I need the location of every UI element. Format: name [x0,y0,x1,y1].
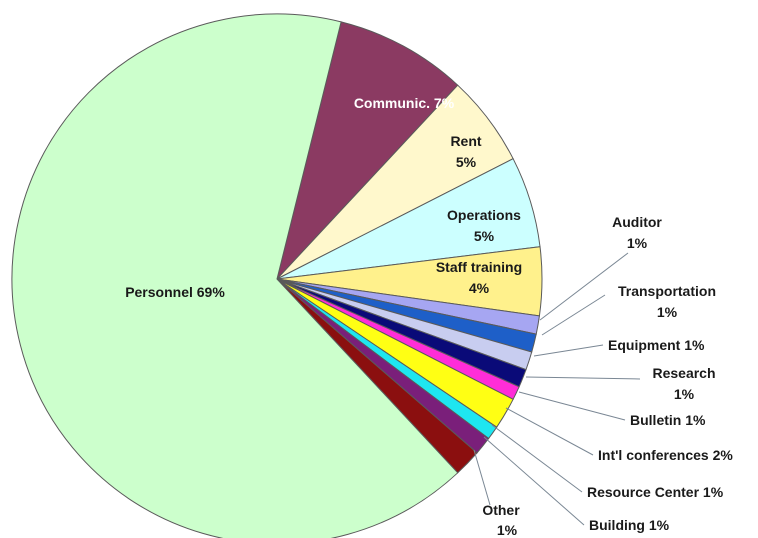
leader-line-building [483,436,585,526]
slice-label-transportation-line1: Transportation [618,283,716,299]
leader-line-resource-center [491,424,583,493]
slice-label-bulletin: Bulletin 1% [630,412,706,428]
slice-label-building: Building 1% [589,517,670,533]
slice-label-rent-line2: 5% [456,154,477,170]
slice-label-equipment: Equipment 1% [608,337,705,353]
slice-label-auditor-line1: Auditor [612,214,662,230]
slice-label-operations-line2: 5% [474,228,495,244]
slice-label-operations-line1: Operations [447,207,521,223]
leader-line-int-l-conferences [505,407,594,456]
pie-slices [11,13,543,538]
leader-line-transportation [541,294,606,336]
slice-label-auditor-line2: 1% [627,235,648,251]
slice-labels: Communic. 7% Rent 5% Operations 5% Staff trai… [125,95,733,538]
slice-label-staff-training-line2: 4% [469,280,490,296]
slice-label-resource-center: Resource Center 1% [587,484,724,500]
pie-slice-communic [276,21,459,281]
slice-label-research-line2: 1% [674,386,695,402]
pie-slice-personnel [11,13,459,538]
slice-label-research-line1: Research [652,365,715,381]
slice-label-other-line2: 1% [497,522,518,538]
slice-label-transportation-line2: 1% [657,304,678,320]
slice-label-communic: Communic. 7% [354,95,455,111]
leader-line-other [473,449,491,506]
slice-label-personnel: Personnel 69% [125,284,225,300]
leader-line-auditor [539,252,629,321]
leader-line-equipment [533,344,604,357]
leader-line-research [525,376,641,380]
leader-line-bulletin [518,391,626,421]
slice-label-staff-training-line1: Staff training [436,259,522,275]
slice-label-int-l-conferences: Int'l conferences 2% [598,447,733,463]
slice-label-rent-line1: Rent [450,133,481,149]
slice-label-other-line1: Other [482,502,520,518]
leader-lines [473,252,641,526]
